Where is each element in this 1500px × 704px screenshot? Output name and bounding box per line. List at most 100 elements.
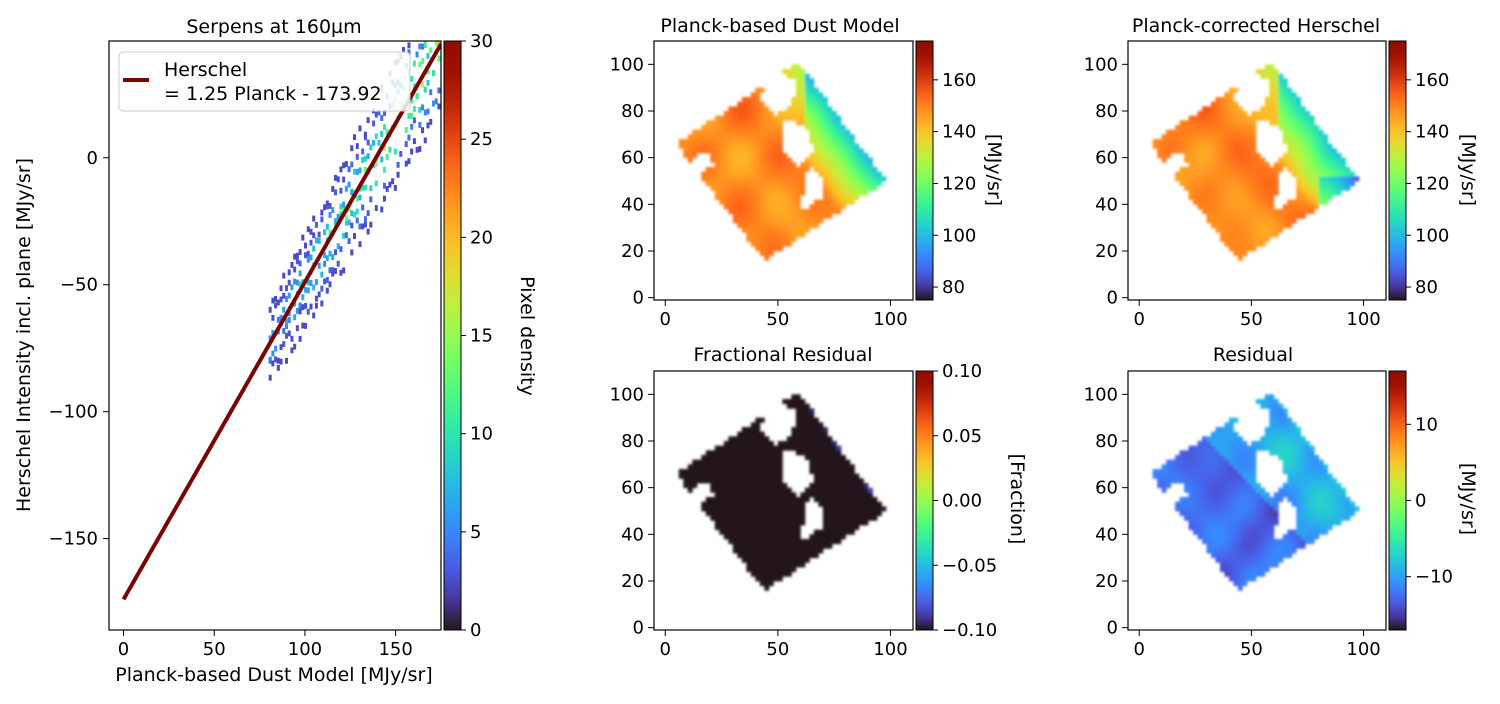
map-pixel bbox=[1206, 459, 1212, 465]
map-pixel bbox=[831, 459, 837, 465]
map-pixel bbox=[1300, 185, 1306, 191]
map-pixel bbox=[827, 450, 833, 456]
map-pixel bbox=[1237, 529, 1243, 535]
map-pixel bbox=[1300, 483, 1306, 489]
map-pixel bbox=[1273, 232, 1279, 238]
map-pixel bbox=[1300, 520, 1306, 526]
map-pixel bbox=[849, 464, 855, 470]
map-pixel bbox=[1184, 455, 1189, 461]
map-pixel bbox=[809, 129, 815, 135]
map-pixel bbox=[1300, 501, 1306, 507]
map-pixel bbox=[737, 473, 743, 479]
map-pixel bbox=[755, 539, 761, 545]
map-pixel bbox=[1264, 501, 1270, 507]
map-pixel bbox=[1206, 501, 1212, 507]
map-pixel bbox=[1260, 487, 1266, 493]
map-pixel bbox=[759, 143, 765, 149]
map-pixel bbox=[1314, 139, 1320, 145]
map-pixel bbox=[827, 506, 833, 512]
map-pixel bbox=[719, 464, 725, 470]
map-pixel bbox=[827, 181, 833, 187]
map-pixel bbox=[1300, 190, 1306, 196]
map-pixel bbox=[809, 455, 815, 461]
map-pixel bbox=[732, 176, 738, 182]
density-bin bbox=[320, 271, 324, 278]
map-pixel bbox=[1269, 181, 1275, 187]
map-pixel bbox=[1215, 204, 1221, 210]
map-pixel bbox=[836, 190, 842, 196]
map-pixel bbox=[1219, 534, 1225, 540]
map-pixel bbox=[1300, 445, 1306, 451]
map-pixel bbox=[1305, 153, 1311, 159]
map-pixel bbox=[764, 534, 770, 540]
map-pixel bbox=[795, 69, 801, 75]
map-pixel bbox=[764, 501, 770, 507]
map-pixel bbox=[1296, 209, 1302, 215]
map-pixel bbox=[1251, 511, 1257, 517]
map-pixel bbox=[1237, 153, 1243, 159]
map-pixel bbox=[1179, 176, 1185, 182]
density-bin bbox=[344, 161, 348, 167]
map-pixel bbox=[1350, 501, 1355, 507]
density-bin bbox=[355, 195, 359, 202]
map-pixel bbox=[714, 487, 720, 493]
map-pixel bbox=[1269, 394, 1275, 400]
map-pixel bbox=[768, 501, 774, 507]
map-pixel bbox=[750, 427, 756, 433]
map-pixel bbox=[764, 232, 770, 238]
map-pixel bbox=[840, 167, 846, 173]
density-bin bbox=[282, 272, 286, 279]
map-pixel bbox=[1206, 139, 1212, 145]
map-pixel bbox=[1211, 455, 1216, 461]
map-pixel bbox=[1314, 167, 1320, 173]
density-bin bbox=[388, 181, 392, 188]
map-pixel bbox=[1305, 511, 1311, 517]
map-pixel bbox=[1224, 97, 1230, 103]
map-pixel bbox=[1228, 515, 1234, 521]
map-pixel bbox=[1228, 153, 1234, 159]
map-pixel bbox=[678, 139, 684, 145]
map-pixel bbox=[827, 501, 833, 507]
map-pixel bbox=[1233, 548, 1239, 554]
map-pixel bbox=[773, 506, 779, 512]
map-pixel bbox=[755, 576, 761, 582]
map-pixel bbox=[728, 111, 734, 117]
map-pixel bbox=[1251, 450, 1257, 456]
map-pixel bbox=[1255, 497, 1261, 503]
map-pixel bbox=[1242, 506, 1248, 512]
map-pixel bbox=[1179, 478, 1185, 484]
map-pixel bbox=[836, 469, 842, 475]
map-pixel bbox=[1291, 218, 1297, 224]
map-pixel bbox=[1305, 125, 1311, 131]
map-pixel bbox=[759, 487, 765, 493]
map-pixel bbox=[872, 511, 878, 517]
map-pixel bbox=[750, 445, 756, 451]
map-pixel bbox=[1264, 162, 1270, 168]
map-pixel bbox=[809, 87, 815, 93]
map-pixel bbox=[1224, 478, 1230, 484]
map-pixel bbox=[849, 501, 855, 507]
map-pixel bbox=[1264, 441, 1270, 447]
map-pixel bbox=[831, 501, 837, 507]
map-pixel bbox=[737, 111, 743, 117]
map-pixel bbox=[1175, 506, 1180, 512]
map-pixel bbox=[1260, 115, 1266, 121]
map-pixel bbox=[1202, 111, 1207, 117]
map-pixel bbox=[1264, 548, 1270, 554]
map-pixel bbox=[849, 487, 855, 493]
map-pixel bbox=[791, 539, 797, 545]
map-pixel bbox=[777, 553, 783, 559]
map-pixel bbox=[1251, 185, 1257, 191]
map-pixel bbox=[1233, 501, 1239, 507]
map-pixel bbox=[795, 87, 801, 93]
map-pixel bbox=[1260, 69, 1266, 75]
map-pixel bbox=[777, 487, 783, 493]
density-bin bbox=[353, 233, 357, 240]
residual-y-tick-label: 80 bbox=[1095, 431, 1118, 452]
map-pixel bbox=[1314, 148, 1320, 154]
map-pixel bbox=[831, 209, 837, 215]
map-pixel bbox=[863, 181, 869, 187]
map-pixel bbox=[1255, 185, 1261, 191]
map-pixel bbox=[755, 567, 761, 573]
map-pixel bbox=[1282, 115, 1288, 121]
